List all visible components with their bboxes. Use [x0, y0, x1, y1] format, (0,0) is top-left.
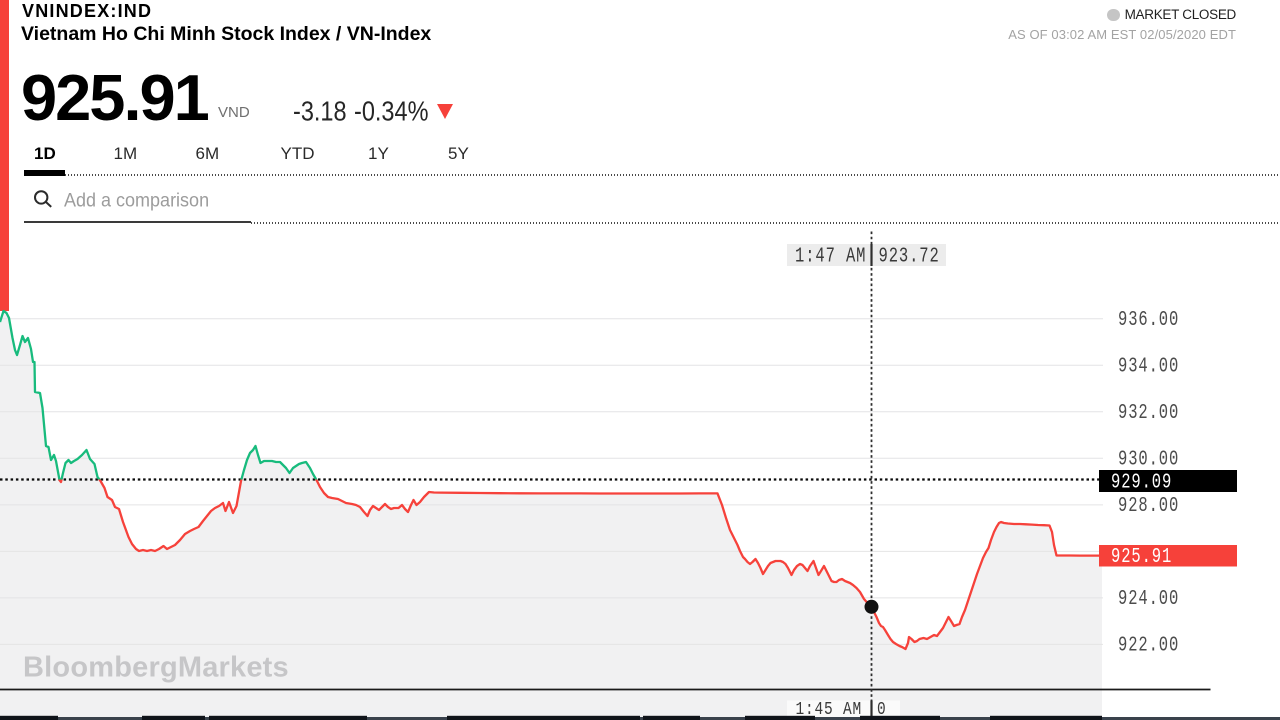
- svg-text:923.72: 923.72: [879, 244, 940, 268]
- svg-text:924.00: 924.00: [1118, 587, 1179, 611]
- svg-text:0: 0: [877, 699, 886, 720]
- svg-text:928.00: 928.00: [1118, 494, 1179, 518]
- svg-text:925.91: 925.91: [1111, 545, 1172, 569]
- svg-text:930.00: 930.00: [1118, 447, 1179, 471]
- svg-text:1:47 AM: 1:47 AM: [795, 244, 866, 268]
- svg-text:934.00: 934.00: [1118, 354, 1179, 378]
- svg-text:929.09: 929.09: [1111, 470, 1172, 494]
- svg-text:932.00: 932.00: [1118, 401, 1179, 425]
- svg-text:936.00: 936.00: [1118, 308, 1179, 332]
- svg-text:922.00: 922.00: [1118, 634, 1179, 658]
- svg-text:BloombergMarkets: BloombergMarkets: [23, 652, 289, 684]
- svg-text:1:45 AM: 1:45 AM: [796, 699, 862, 720]
